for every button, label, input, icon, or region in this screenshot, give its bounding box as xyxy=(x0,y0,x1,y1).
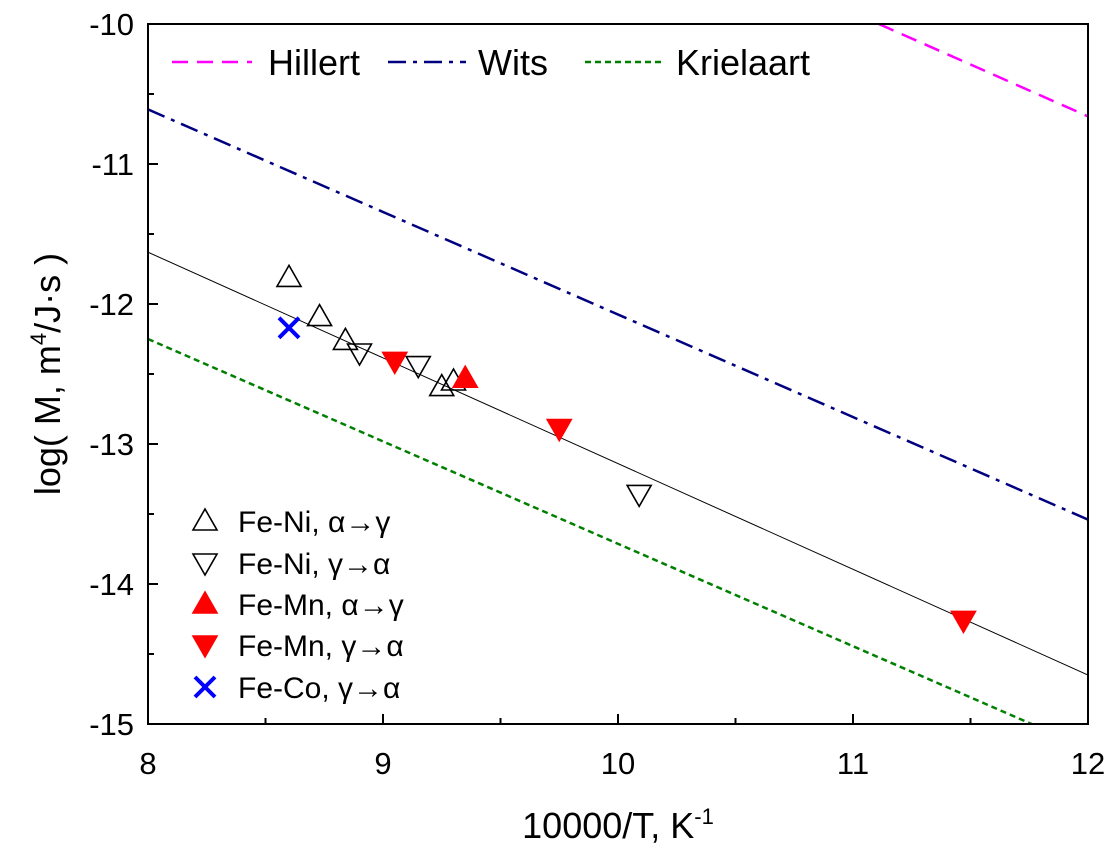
line-legend: Hillert Wits Krielaart xyxy=(172,42,810,83)
x-axis-label-text: 10000/T, K xyxy=(522,805,694,846)
legend-label-fe-mn-gamma-alpha: Fe-Mn, γ→α xyxy=(238,630,404,663)
x-tick-label: 8 xyxy=(139,746,156,781)
legend-label-krielaart: Krielaart xyxy=(676,42,810,83)
fit-line xyxy=(148,251,1088,676)
legend-label-hillert: Hillert xyxy=(268,42,360,83)
legend-swatch-series-4 xyxy=(191,635,219,659)
x-tick-label: 10 xyxy=(601,746,635,781)
x-tick-label: 11 xyxy=(837,746,869,781)
x-axis-label-superscript: -1 xyxy=(694,804,714,829)
krielaart-line xyxy=(148,337,1033,724)
legend-label-fe-ni-gamma-alpha: Fe-Ni, γ→α xyxy=(238,548,390,581)
series-1-point xyxy=(332,326,359,351)
series-2-point xyxy=(625,484,653,509)
y-tick-label: -10 xyxy=(89,7,134,42)
legend-label-fe-co-gamma-alpha: Fe-Co, γ→α xyxy=(238,672,400,705)
series-4-point xyxy=(381,351,409,376)
y-tick-label: -14 xyxy=(89,567,134,602)
legend-swatch-series-5 xyxy=(193,675,217,699)
data-points xyxy=(275,263,977,635)
series-5-point xyxy=(277,316,301,340)
legend-swatch-series-3 xyxy=(191,590,219,614)
cross-stroke xyxy=(193,675,217,699)
series-3-point xyxy=(451,364,479,389)
legend-label-fe-ni-alpha-gamma: Fe-Ni, α→γ xyxy=(238,506,390,539)
y-tick-label: -15 xyxy=(89,707,134,742)
series-4-point xyxy=(545,418,573,443)
legend-swatch-series-2 xyxy=(191,553,219,577)
hillert-line xyxy=(878,24,1088,118)
y-axis-label-superscript: 4 xyxy=(26,333,51,345)
x-axis-ticks: 8 9 10 11 12 xyxy=(139,714,1105,781)
series-4-point xyxy=(950,610,977,635)
y-tick-label: -12 xyxy=(89,287,134,322)
series-1-point xyxy=(275,263,303,288)
cross-stroke xyxy=(277,316,301,340)
series-2-point xyxy=(346,343,373,367)
legend-swatch-series-1 xyxy=(191,507,219,531)
y-axis-ticks: -10 -11 -12 -13 -14 -15 xyxy=(89,7,158,742)
y-axis-label: log( M, m4/J·s ) xyxy=(26,253,68,495)
y-tick-label: -13 xyxy=(89,427,134,462)
y-tick-label: -11 xyxy=(91,147,134,182)
series-1-point xyxy=(306,302,333,327)
marker-legend: Fe-Ni, α→γ Fe-Ni, γ→α Fe-Mn, α→γ Fe-Mn, … xyxy=(191,506,404,705)
wits-line xyxy=(148,108,1088,521)
model-lines xyxy=(148,24,1088,724)
x-axis-label: 10000/T, K-1 xyxy=(522,804,714,846)
x-tick-label: 9 xyxy=(374,746,391,781)
x-tick-label: 12 xyxy=(1071,746,1105,781)
y-axis-label-unit: /J·s ) xyxy=(27,253,68,333)
legend-label-wits: Wits xyxy=(478,42,548,83)
legend-label-fe-mn-alpha-gamma: Fe-Mn, α→γ xyxy=(238,589,404,622)
series-1-point xyxy=(428,372,456,397)
series-2-point xyxy=(404,355,432,380)
y-axis-label-text: log( M, m xyxy=(27,345,68,495)
